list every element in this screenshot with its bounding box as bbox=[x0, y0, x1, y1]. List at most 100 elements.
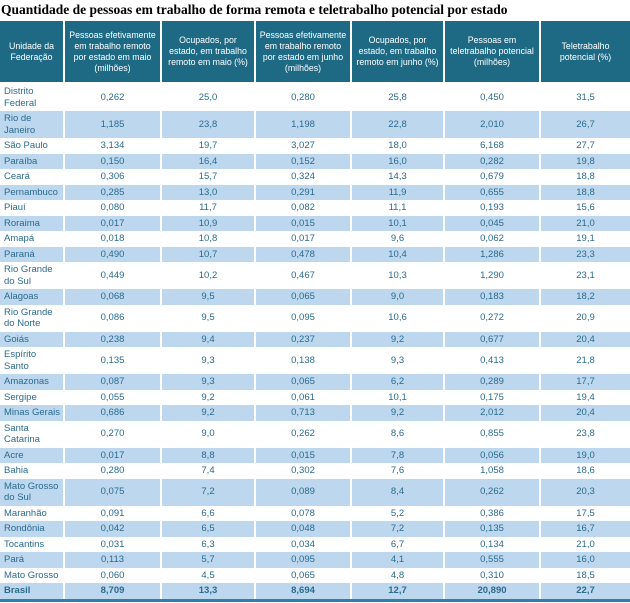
state-name-cell: Sergipe bbox=[0, 389, 65, 405]
value-cell: 3,134 bbox=[64, 138, 162, 154]
value-cell: 0,048 bbox=[255, 521, 352, 537]
value-cell: 19,4 bbox=[540, 389, 630, 405]
value-cell: 0,017 bbox=[64, 447, 162, 463]
value-cell: 0,031 bbox=[64, 536, 162, 552]
value-cell: 10,1 bbox=[351, 389, 445, 405]
table-row: Santa Catarina 0,270 9,0 0,262 8,6 0,855 23,8 bbox=[0, 420, 630, 448]
table-row: Roraima 0,017 10,9 0,015 10,1 0,045 21,0 bbox=[0, 215, 630, 231]
value-cell: 0,324 bbox=[255, 169, 352, 185]
value-cell: 9,3 bbox=[351, 347, 445, 374]
value-cell: 0,679 bbox=[444, 169, 541, 185]
state-name-cell: Alagoas bbox=[0, 289, 65, 305]
table-row: Amapá 0,018 10,8 0,017 9,6 0,062 19,1 bbox=[0, 231, 630, 247]
value-cell: 0,056 bbox=[444, 447, 541, 463]
value-cell: 0,302 bbox=[255, 463, 352, 479]
value-cell: 6,3 bbox=[161, 536, 256, 552]
value-cell: 20,9 bbox=[540, 304, 630, 332]
value-cell: 8,6 bbox=[351, 420, 445, 448]
value-cell: 0,280 bbox=[255, 83, 352, 111]
value-cell: 0,080 bbox=[64, 200, 162, 216]
value-cell: 10,3 bbox=[351, 262, 445, 289]
value-cell: 9,2 bbox=[161, 389, 256, 405]
state-name-cell: Amapá bbox=[0, 231, 65, 247]
value-cell: 4,1 bbox=[351, 552, 445, 568]
table-header: Unidade da Federação Pessoas efetivament… bbox=[0, 21, 630, 84]
value-cell: 0,183 bbox=[444, 289, 541, 305]
value-cell: 0,262 bbox=[444, 478, 541, 506]
value-cell: 6,2 bbox=[351, 374, 445, 390]
value-cell: 0,152 bbox=[255, 153, 352, 169]
table-title: Quantidade de pessoas em trabalho de for… bbox=[1, 2, 508, 17]
value-cell: 0,555 bbox=[444, 552, 541, 568]
value-cell: 0,113 bbox=[64, 552, 162, 568]
value-cell: 0,062 bbox=[444, 231, 541, 247]
value-cell: 9,3 bbox=[161, 374, 256, 390]
value-cell: 23,1 bbox=[540, 262, 630, 289]
value-cell: 20,890 bbox=[444, 583, 541, 600]
value-cell: 26,7 bbox=[540, 111, 630, 138]
value-cell: 0,055 bbox=[64, 389, 162, 405]
table-row: Rondônia 0,042 6,5 0,048 7,2 0,135 16,7 bbox=[0, 521, 630, 537]
value-cell: 12,7 bbox=[351, 583, 445, 600]
table-body: Distrito Federal 0,262 25,0 0,280 25,8 0,450 3… bbox=[0, 83, 630, 600]
value-cell: 11,9 bbox=[351, 184, 445, 200]
state-name-cell: Distrito Federal bbox=[0, 83, 65, 111]
value-cell: 9,0 bbox=[351, 289, 445, 305]
state-name-cell: Piauí bbox=[0, 200, 65, 216]
value-cell: 0,091 bbox=[64, 505, 162, 521]
value-cell: 9,2 bbox=[351, 405, 445, 421]
value-cell: 8,694 bbox=[255, 583, 352, 600]
table-row: Mato Grosso 0,060 4,5 0,065 4,8 0,310 18,5 bbox=[0, 567, 630, 583]
value-cell: 0,095 bbox=[255, 304, 352, 332]
value-cell: 7,6 bbox=[351, 463, 445, 479]
value-cell: 18,2 bbox=[540, 289, 630, 305]
value-cell: 4,8 bbox=[351, 567, 445, 583]
table-row: Alagoas 0,068 9,5 0,065 9,0 0,183 18,2 bbox=[0, 289, 630, 305]
value-cell: 0,237 bbox=[255, 331, 352, 347]
value-cell: 10,7 bbox=[161, 246, 256, 262]
column-header-remote-may-millions: Pessoas efetivamente em trabalho remoto … bbox=[64, 21, 162, 84]
value-cell: 0,065 bbox=[255, 289, 352, 305]
value-cell: 0,449 bbox=[64, 262, 162, 289]
table-row: Pará 0,113 5,7 0,095 4,1 0,555 16,0 bbox=[0, 552, 630, 568]
value-cell: 20,4 bbox=[540, 405, 630, 421]
value-cell: 9,5 bbox=[161, 304, 256, 332]
value-cell: 0,270 bbox=[64, 420, 162, 448]
value-cell: 0,655 bbox=[444, 184, 541, 200]
value-cell: 0,490 bbox=[64, 246, 162, 262]
value-cell: 0,289 bbox=[444, 374, 541, 390]
value-cell: 9,0 bbox=[161, 420, 256, 448]
state-name-cell: Rio Grande do Sul bbox=[0, 262, 65, 289]
table-row: Tocantins 0,031 6,3 0,034 6,7 0,134 21,0 bbox=[0, 536, 630, 552]
value-cell: 1,185 bbox=[64, 111, 162, 138]
value-cell: 7,2 bbox=[351, 521, 445, 537]
value-cell: 6,5 bbox=[161, 521, 256, 537]
value-cell: 0,262 bbox=[255, 420, 352, 448]
value-cell: 0,175 bbox=[444, 389, 541, 405]
table-row: Distrito Federal 0,262 25,0 0,280 25,8 0,450 3… bbox=[0, 83, 630, 111]
value-cell: 20,3 bbox=[540, 478, 630, 506]
value-cell: 0,291 bbox=[255, 184, 352, 200]
value-cell: 1,058 bbox=[444, 463, 541, 479]
state-name-cell: Maranhão bbox=[0, 505, 65, 521]
value-cell: 0,238 bbox=[64, 331, 162, 347]
value-cell: 4,5 bbox=[161, 567, 256, 583]
value-cell: 27,7 bbox=[540, 138, 630, 154]
value-cell: 0,045 bbox=[444, 215, 541, 231]
value-cell: 31,5 bbox=[540, 83, 630, 111]
value-cell: 0,060 bbox=[64, 567, 162, 583]
state-name-cell: Pará bbox=[0, 552, 65, 568]
value-cell: 15,7 bbox=[161, 169, 256, 185]
value-cell: 0,677 bbox=[444, 331, 541, 347]
value-cell: 0,134 bbox=[444, 536, 541, 552]
state-name-cell: Minas Gerais bbox=[0, 405, 65, 421]
value-cell: 19,0 bbox=[540, 447, 630, 463]
value-cell: 1,198 bbox=[255, 111, 352, 138]
value-cell: 23,8 bbox=[540, 420, 630, 448]
state-name-cell: Tocantins bbox=[0, 536, 65, 552]
state-name-cell: Espírito Santo bbox=[0, 347, 65, 374]
value-cell: 0,272 bbox=[444, 304, 541, 332]
value-cell: 1,286 bbox=[444, 246, 541, 262]
value-cell: 10,2 bbox=[161, 262, 256, 289]
